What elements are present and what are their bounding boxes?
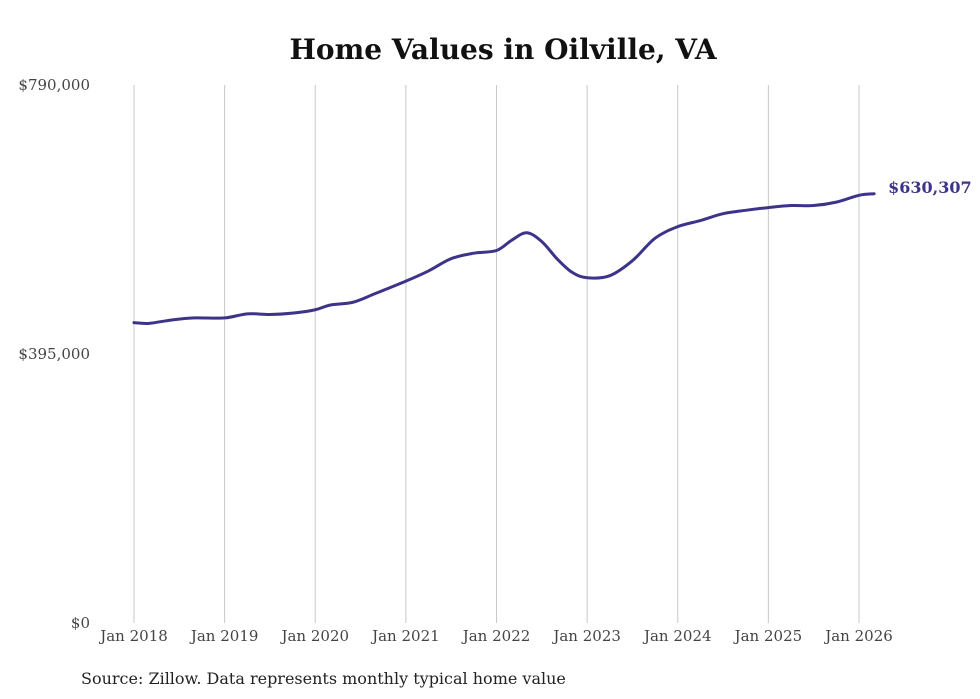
x-tick-label: Jan 2019 <box>189 627 259 645</box>
x-tick-label: Jan 2021 <box>370 627 440 645</box>
chart-title: Home Values in Oilville, VA <box>289 33 717 66</box>
x-axis-ticks: Jan 2018 Jan 2019 Jan 2020 Jan 2021 Jan 2022… <box>98 627 893 645</box>
grid-lines <box>133 85 860 623</box>
x-tick-label: Jan 2025 <box>733 627 803 645</box>
x-tick-label: Jan 2026 <box>823 627 893 645</box>
x-tick-label: Jan 2020 <box>279 627 349 645</box>
x-tick-label: Jan 2023 <box>551 627 621 645</box>
x-tick-label: Jan 2022 <box>461 627 531 645</box>
y-axis-ticks: $0 $395,000 $790,000 <box>18 76 90 632</box>
x-tick-label: Jan 2018 <box>98 627 168 645</box>
source-note: Source: Zillow. Data represents monthly … <box>81 669 566 688</box>
y-tick-label: $790,000 <box>18 76 90 94</box>
y-tick-label: $0 <box>71 614 90 632</box>
x-tick-label: Jan 2024 <box>642 627 712 645</box>
y-tick-label: $395,000 <box>18 345 90 363</box>
end-value-label: $630,307 <box>888 178 972 197</box>
series-line-home-value <box>132 192 876 325</box>
